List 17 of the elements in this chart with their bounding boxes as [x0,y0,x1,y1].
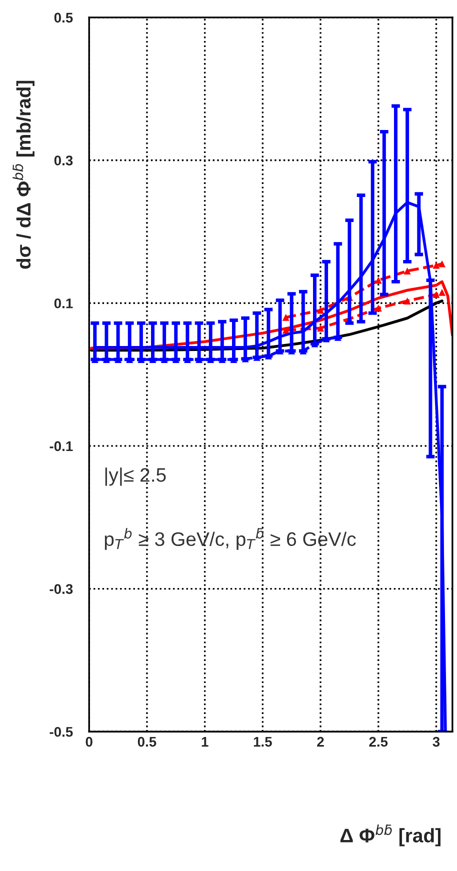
annotation: p$_{T}$$^{b}$ ≥ 3 GeV/c, p$_{T}$$^{b̄}$ ≥ 6 GeV/c [104,528,356,550]
x-axis-title: Δ Φ$^{bb̄}$ [rad] [340,824,440,846]
x-tick-label: 2.5 [369,736,388,747]
annotation: |y|≤ 2.5 [105,468,166,486]
y-tick-label: 0.5 [54,12,73,23]
y-tick-label: 0.1 [54,298,73,308]
x-tick-label: 0.5 [138,736,156,747]
x-tick-label: 2 [317,736,324,747]
y-axis-title: dσ / dΔ Φ$^{bb̄}$ [mb/rad] [12,80,34,269]
y-tick-label: 0.3 [54,156,73,166]
y-tick-label: -0.5 [50,726,73,737]
y-tick-label: -0.3 [50,584,73,594]
x-tick-label: 0 [86,736,92,747]
y-tick-label: -0.1 [50,441,73,452]
x-tick-label: 1.5 [254,737,272,747]
x-tick-label: 1 [202,737,208,747]
x-tick-label: 3 [432,736,440,747]
